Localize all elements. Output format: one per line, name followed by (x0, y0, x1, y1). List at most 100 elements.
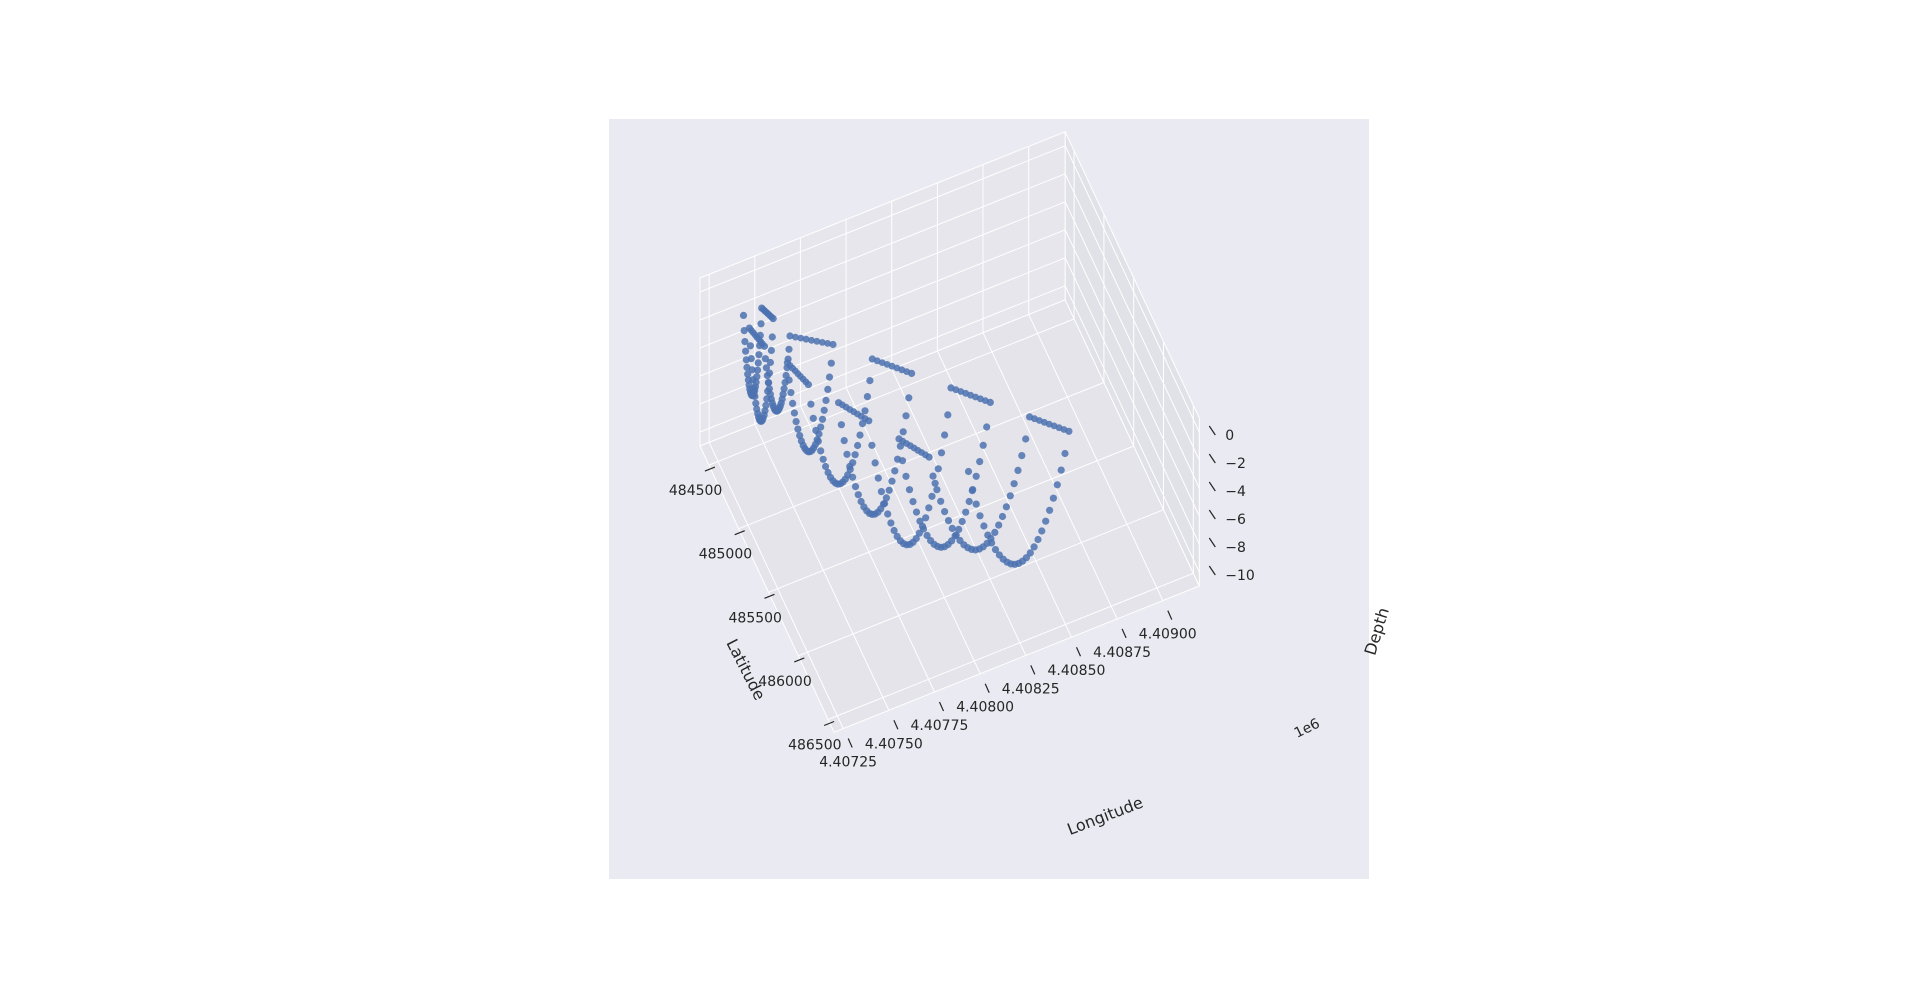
data-point (861, 407, 869, 415)
data-point (986, 398, 994, 406)
data-point (1006, 492, 1014, 500)
z-tick-mark (1208, 537, 1216, 548)
data-point (807, 400, 815, 408)
data-point (922, 514, 930, 522)
data-point (802, 335, 810, 343)
data-point (785, 376, 793, 384)
data-point (925, 453, 933, 461)
data-point (762, 401, 770, 409)
data-point (846, 462, 854, 470)
data-point (1042, 517, 1050, 525)
data-point (746, 342, 755, 350)
data-point (905, 486, 914, 494)
grid-line-side-depth (1064, 201, 1200, 489)
y-tick-mark (1121, 628, 1127, 639)
data-point (755, 351, 763, 359)
x-tick-label: 484500 (669, 483, 722, 499)
data-point (812, 426, 820, 435)
data-point (885, 486, 893, 494)
data-point (979, 441, 987, 449)
z-tick-label: −6 (1225, 512, 1246, 528)
x-tick-mark (704, 466, 716, 472)
data-point (765, 385, 774, 393)
z-tick-mark (1208, 425, 1216, 436)
data-point (1010, 480, 1018, 488)
data-point (874, 474, 882, 482)
data-point (934, 465, 942, 473)
data-point (766, 358, 775, 367)
data-point (972, 500, 980, 508)
grid-line-back-depth (699, 229, 1066, 377)
grid-line-floor-lon (936, 350, 1072, 638)
data-point (742, 347, 750, 355)
data-point (908, 369, 916, 377)
data-point (958, 517, 966, 526)
x-tick-mark (823, 720, 835, 727)
y-tick-label: 4.40900 (1139, 627, 1197, 643)
data-point (919, 525, 928, 533)
data-point (1014, 466, 1022, 474)
data-point (923, 531, 931, 540)
data-point (819, 455, 827, 463)
data-point (1057, 466, 1065, 474)
data-point (984, 531, 992, 539)
data-point (941, 431, 949, 439)
data-point (790, 409, 799, 417)
data-point (797, 334, 805, 342)
data-point (854, 491, 862, 499)
data-point (1065, 427, 1073, 435)
data-point (881, 499, 889, 508)
grid-line-floor-lat (708, 318, 1075, 466)
data-point (933, 486, 941, 494)
z-tick-label: −4 (1225, 484, 1246, 500)
data-point (824, 385, 832, 393)
data-point (871, 459, 879, 467)
grid-line-floor-lon (1028, 314, 1164, 601)
data-point (817, 447, 825, 455)
data-point (1018, 452, 1026, 460)
data-point (998, 512, 1007, 521)
data-point (822, 396, 830, 404)
data-point (754, 359, 762, 367)
grid-line-side-depth (1064, 257, 1200, 545)
data-point (1061, 449, 1069, 458)
data-point (991, 528, 999, 537)
data-point (976, 512, 984, 520)
z-tick-label: −10 (1225, 568, 1255, 584)
data-point (912, 535, 920, 543)
y-tick-mark (1075, 646, 1082, 657)
data-point (1046, 506, 1054, 514)
z-tick-mark (1208, 565, 1216, 576)
z-tick-label: −2 (1225, 456, 1246, 472)
grid-line-floor-lat (798, 509, 1164, 657)
data-point (825, 373, 834, 381)
data-point (822, 462, 830, 471)
data-point (760, 342, 769, 350)
z-tick-mark (1208, 453, 1216, 464)
data-point (749, 376, 757, 384)
data-point (768, 333, 776, 341)
data-point (837, 421, 846, 429)
grid-line-floor-lon (708, 442, 844, 729)
data-point (814, 437, 822, 445)
data-point (882, 494, 891, 502)
data-point (868, 441, 876, 449)
data-point (964, 467, 973, 476)
data-point (787, 389, 795, 397)
data-point (748, 366, 756, 374)
data-point (849, 473, 857, 481)
y-tick-label: 4.40875 (1093, 645, 1151, 661)
grid-line-side-depth (1064, 229, 1200, 517)
y-tick-label: 4.40750 (865, 736, 923, 752)
data-point (891, 467, 899, 475)
data-point (972, 472, 980, 480)
data-point (789, 399, 797, 407)
data-point (991, 546, 1000, 554)
data-point (813, 337, 821, 345)
data-point (741, 338, 749, 346)
z-tick-label: 0 (1225, 428, 1234, 444)
data-point (1030, 543, 1038, 551)
data-point (884, 510, 892, 518)
data-point (750, 385, 758, 393)
